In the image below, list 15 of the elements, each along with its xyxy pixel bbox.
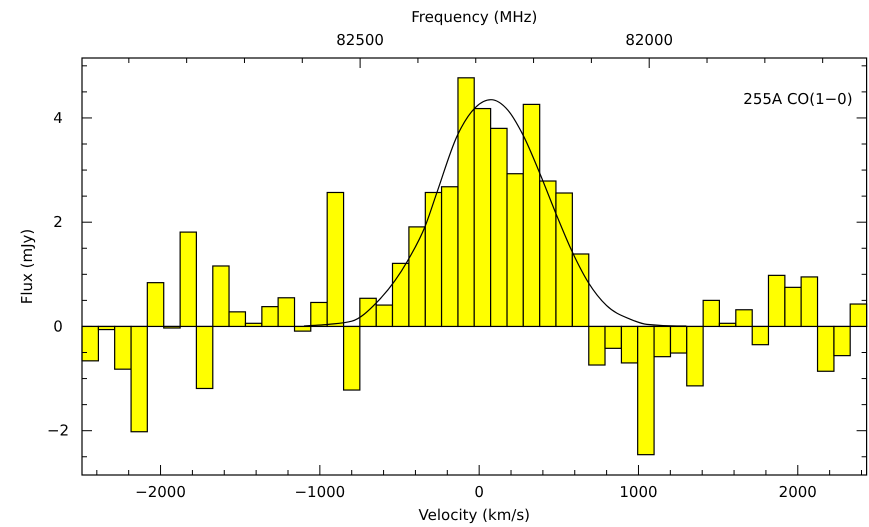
x-tick-label: 2000 bbox=[778, 483, 817, 501]
y-axis-title: Flux (mJy) bbox=[18, 228, 36, 304]
x-tick-label: 0 bbox=[474, 483, 484, 501]
x2-axis-title: Frequency (MHz) bbox=[411, 8, 538, 26]
x-tick-label: −1000 bbox=[294, 483, 346, 501]
y-tick-label: 4 bbox=[53, 108, 63, 127]
x-axis-title: Velocity (km/s) bbox=[418, 506, 530, 524]
annotation: 255A CO(1−0) bbox=[743, 90, 853, 108]
x-tick-label: 1000 bbox=[619, 483, 658, 501]
x2-tick-label: 82500 bbox=[336, 31, 384, 49]
y-tick-label: 2 bbox=[53, 213, 63, 232]
x-tick-label: −2000 bbox=[135, 483, 186, 501]
y-tick-label: −2 bbox=[46, 422, 70, 440]
x2-tick-label: 82000 bbox=[625, 31, 674, 49]
y-tick-label: 0 bbox=[53, 317, 63, 336]
